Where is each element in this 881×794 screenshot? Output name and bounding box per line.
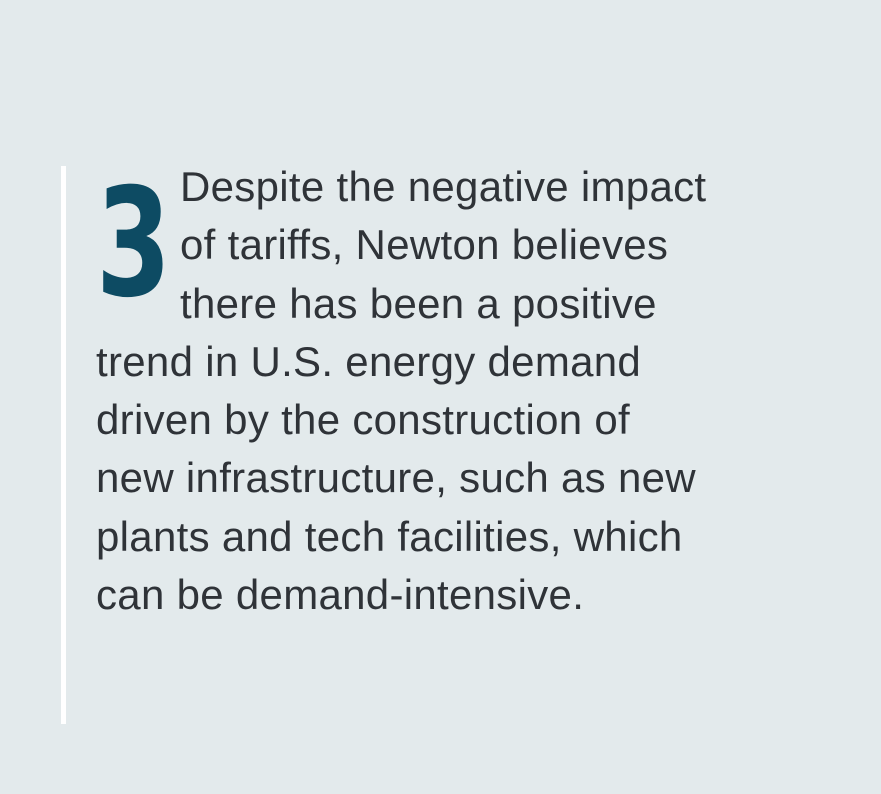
- statement-line-1: Despite the negative impact: [180, 163, 707, 210]
- statement-line-2: of tariffs, Newton believes: [180, 221, 669, 269]
- statement-line-7: plants and tech facilities, which: [96, 512, 683, 560]
- statement-line-4: trend in U.S. energy demand: [96, 337, 642, 385]
- vertical-rule: [61, 166, 66, 724]
- statement-line-3: there has been a positive: [180, 279, 657, 327]
- statement-line-6: new infrastructure, such as new: [96, 454, 696, 502]
- statement-line-5: driven by the construction of: [96, 396, 630, 444]
- statement-line-8: can be demand-intensive.: [96, 571, 585, 619]
- drop-cap-number: 3: [96, 157, 172, 331]
- statement-block: 3 Despite the negative impact of tariffs…: [96, 158, 786, 624]
